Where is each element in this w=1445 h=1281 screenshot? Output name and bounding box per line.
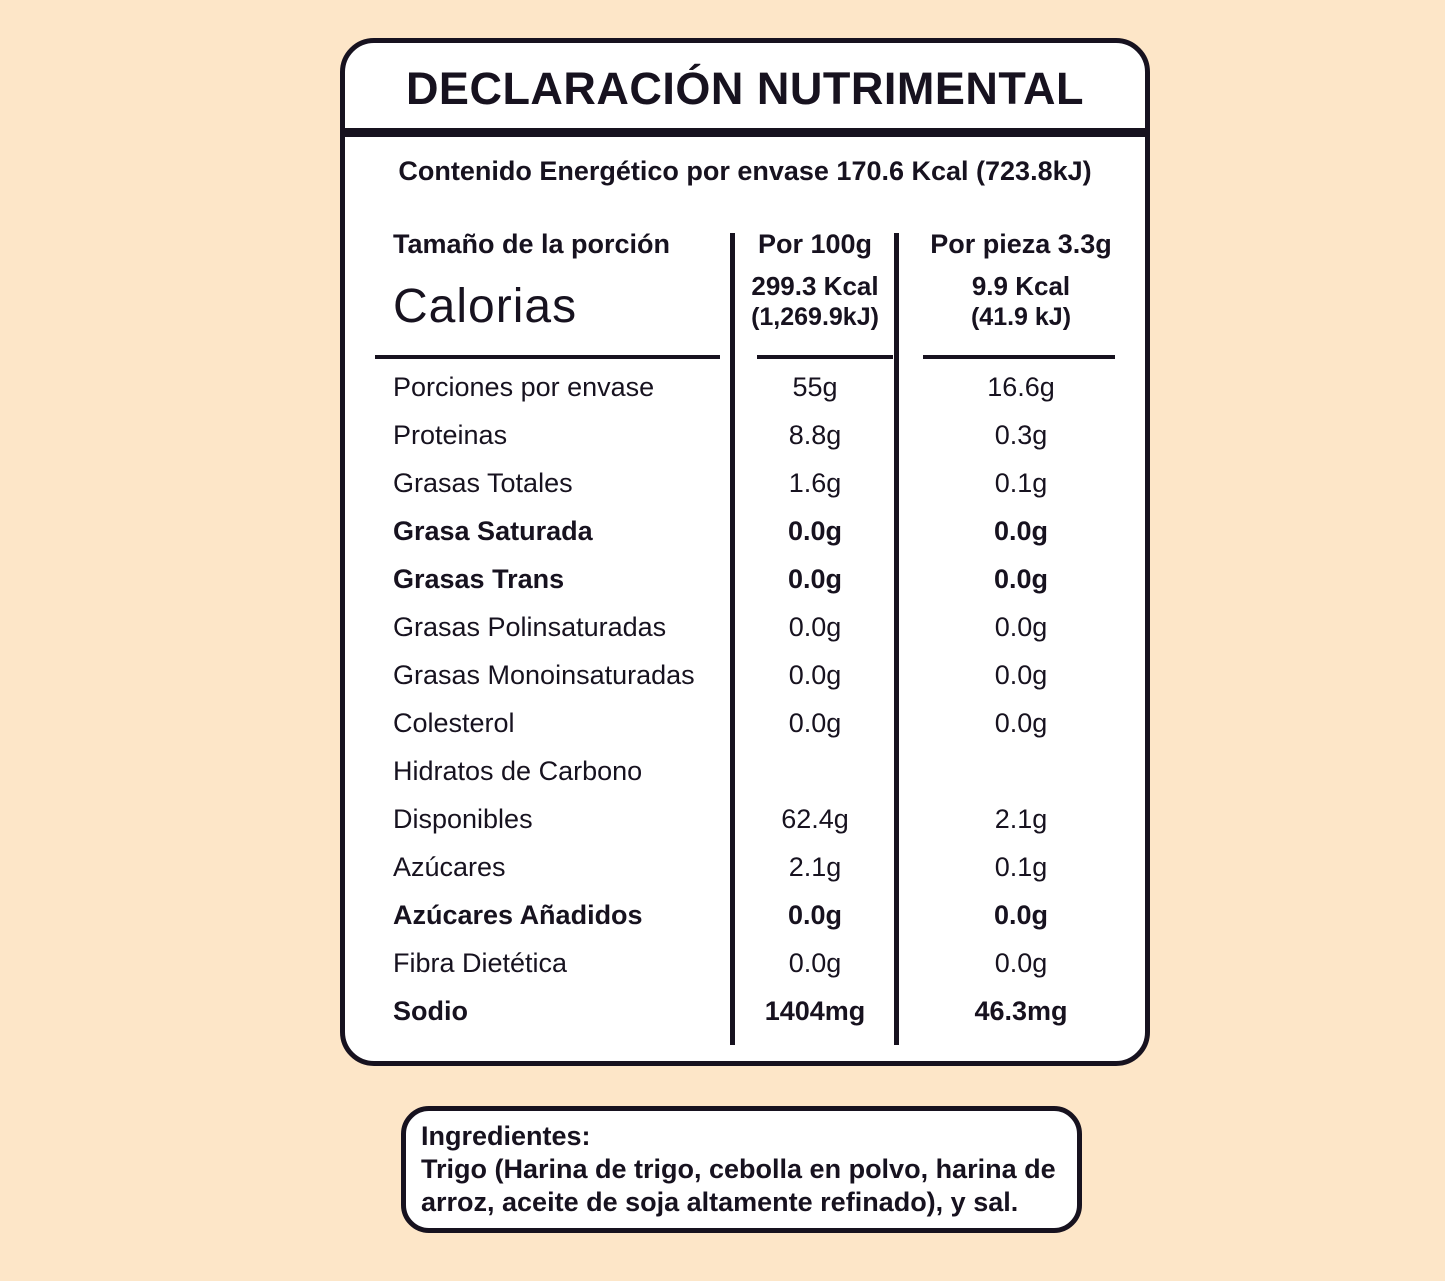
row-label: Azúcares Añadidos bbox=[393, 899, 643, 930]
calories-per-100g-kj: (1,269.9kJ) bbox=[751, 303, 879, 331]
table-row-porciones: Porciones por envase 55g 16.6g bbox=[345, 363, 1145, 411]
row-label: Hidratos de Carbono bbox=[393, 755, 643, 786]
row-label: Proteinas bbox=[393, 419, 508, 450]
row-per-piece-value: 0.0g bbox=[994, 611, 1048, 642]
table-row-sodio: Sodio 1404mg 46.3mg bbox=[345, 987, 1145, 1035]
row-per-piece-value: 0.0g bbox=[994, 659, 1048, 690]
table-row-disponibles: Disponibles 62.4g 2.1g bbox=[345, 795, 1145, 843]
row-per-piece-value: 0.0g bbox=[994, 947, 1048, 978]
per-100g-header: Por 100g bbox=[757, 228, 873, 259]
per-piece-header: Por pieza 3.3g bbox=[930, 228, 1112, 259]
row-per-piece-value: 0.0g bbox=[993, 899, 1049, 930]
row-per-100g-value: 0.0g bbox=[788, 659, 842, 690]
table-row-grasas-trans: Grasas Trans 0.0g 0.0g bbox=[345, 555, 1145, 603]
row-per-piece-value: 0.1g bbox=[994, 467, 1048, 498]
row-per-piece-value: 0.0g bbox=[994, 707, 1048, 738]
table-row-grasas-polinsaturadas: Grasas Polinsaturadas 0.0g 0.0g bbox=[345, 603, 1145, 651]
row-label: Grasa Saturada bbox=[393, 515, 593, 546]
row-per-100g-value: 1.6g bbox=[788, 467, 842, 498]
row-per-100g-value: 0.0g bbox=[787, 899, 843, 930]
label-column-underline bbox=[375, 355, 720, 359]
row-per-piece-value: 46.3mg bbox=[974, 995, 1068, 1026]
calories-per-piece-kcal: 9.9 Kcal bbox=[971, 271, 1071, 301]
page-title: DECLARACIÓN NUTRIMENTAL bbox=[405, 63, 1085, 114]
row-label: Grasas Trans bbox=[393, 563, 565, 594]
table-row-colesterol: Colesterol 0.0g 0.0g bbox=[345, 699, 1145, 747]
ingredients-box: Ingredientes: Trigo (Harina de trigo, ce… bbox=[401, 1106, 1082, 1233]
per-100g-column-underline bbox=[757, 355, 893, 359]
row-label: Grasas Polinsaturadas bbox=[393, 611, 667, 642]
header-underlines bbox=[345, 351, 1145, 363]
row-per-100g-value: 62.4g bbox=[781, 803, 849, 834]
calories-label: Calorias bbox=[393, 280, 578, 333]
table-row-grasas-totales: Grasas Totales 1.6g 0.1g bbox=[345, 459, 1145, 507]
column-divider-right bbox=[894, 233, 899, 1045]
row-per-piece-value: 0.0g bbox=[993, 515, 1049, 546]
row-per-100g-value: 1404mg bbox=[764, 995, 866, 1026]
table-header-row: Tamaño de la porción Por 100g Por pieza … bbox=[345, 223, 1145, 265]
calories-per-100g-kcal: 299.3 Kcal bbox=[751, 271, 879, 301]
row-per-100g-value: 0.0g bbox=[788, 947, 842, 978]
table-row-azucares-anadidos: Azúcares Añadidos 0.0g 0.0g bbox=[345, 891, 1145, 939]
row-label: Porciones por envase bbox=[393, 371, 655, 402]
table-row-grasa-saturada: Grasa Saturada 0.0g 0.0g bbox=[345, 507, 1145, 555]
nutrition-table: Tamaño de la porción Por 100g Por pieza … bbox=[345, 223, 1145, 1035]
row-label: Sodio bbox=[393, 995, 468, 1026]
row-label: Colesterol bbox=[393, 707, 515, 738]
row-per-100g-value: 2.1g bbox=[788, 851, 842, 882]
row-per-100g-value: 8.8g bbox=[788, 419, 842, 450]
row-label: Azúcares bbox=[393, 851, 506, 882]
ingredients-heading: Ingredientes: bbox=[421, 1121, 591, 1151]
per-piece-column-underline bbox=[923, 355, 1115, 359]
table-row-azucares: Azúcares 2.1g 0.1g bbox=[345, 843, 1145, 891]
row-per-100g-value: 55g bbox=[792, 371, 838, 402]
nutrition-facts-card: DECLARACIÓN NUTRIMENTAL Contenido Energé… bbox=[340, 38, 1150, 1066]
row-per-piece-value: 0.1g bbox=[994, 851, 1048, 882]
row-per-100g-value: 0.0g bbox=[787, 563, 843, 594]
row-per-piece-value: 16.6g bbox=[987, 371, 1055, 402]
title-divider bbox=[345, 128, 1145, 137]
calories-per-piece-kj: (41.9 kJ) bbox=[970, 303, 1072, 331]
row-per-piece-value: 0.0g bbox=[993, 563, 1049, 594]
table-row-hidratos-de-carbono: Hidratos de Carbono bbox=[345, 747, 1145, 795]
row-per-piece-value: 2.1g bbox=[994, 803, 1048, 834]
column-divider-left bbox=[730, 233, 735, 1045]
row-per-piece-value: 0.3g bbox=[994, 419, 1048, 450]
table-row-grasas-monoinsaturadas: Grasas Monoinsaturadas 0.0g 0.0g bbox=[345, 651, 1145, 699]
row-label: Grasas Monoinsaturadas bbox=[393, 659, 695, 690]
row-label: Fibra Dietética bbox=[393, 947, 568, 978]
calories-per-piece: 9.9 Kcal (41.9 kJ) bbox=[897, 265, 1145, 333]
calories-row: Calorias 299.3 Kcal (1,269.9kJ) 9.9 Kcal… bbox=[345, 265, 1145, 351]
ingredients-text-line1: Trigo (Harina de trigo, cebolla en polvo… bbox=[421, 1154, 1056, 1184]
row-per-100g-value: 0.0g bbox=[787, 515, 843, 546]
row-per-100g-value: 0.0g bbox=[788, 611, 842, 642]
row-label: Disponibles bbox=[393, 803, 533, 834]
calories-per-100g: 299.3 Kcal (1,269.9kJ) bbox=[733, 265, 897, 333]
serving-size-header: Tamaño de la porción bbox=[393, 228, 671, 259]
row-label: Grasas Totales bbox=[393, 467, 573, 498]
row-per-100g-value: 0.0g bbox=[788, 707, 842, 738]
table-row-fibra-dietetica: Fibra Dietética 0.0g 0.0g bbox=[345, 939, 1145, 987]
table-row-proteinas: Proteinas 8.8g 0.3g bbox=[345, 411, 1145, 459]
energy-per-package-line: Contenido Energético por envase 170.6 Kc… bbox=[398, 156, 1092, 186]
ingredients-text-line2: arroz, aceite de soja altamente refinado… bbox=[421, 1187, 1019, 1217]
